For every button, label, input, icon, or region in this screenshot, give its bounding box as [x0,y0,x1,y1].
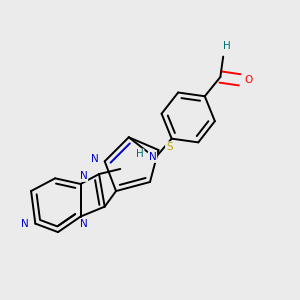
Text: N: N [91,154,98,164]
Text: N: N [148,152,156,162]
Text: N: N [21,219,28,229]
Text: H: H [223,41,230,51]
Text: O: O [244,75,253,85]
Text: H: H [136,149,143,160]
Text: N: N [80,220,88,230]
Text: S: S [166,142,172,152]
Text: N: N [80,171,87,181]
